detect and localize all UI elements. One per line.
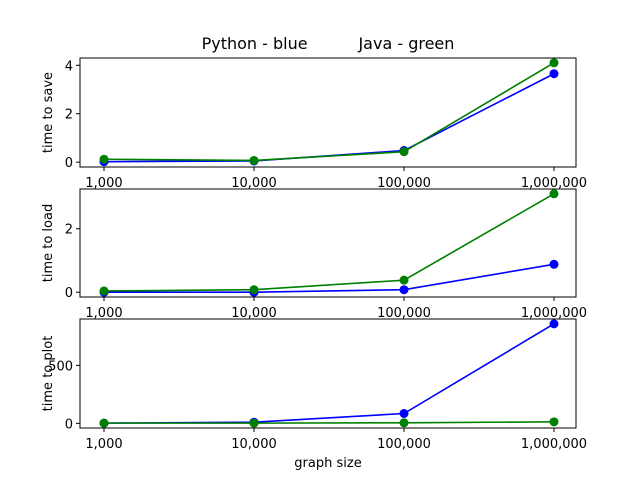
series-2-point bbox=[249, 285, 259, 295]
y-tick-label: 500 bbox=[48, 359, 73, 374]
x-tick-label: 10,000 bbox=[231, 437, 277, 452]
series-1-line bbox=[104, 263, 555, 294]
subplot-2: 0 2 1,000 10,000 100,000 1,000,000 time to loa… bbox=[41, 188, 587, 321]
chart-title: Python - blue Java - green bbox=[202, 34, 455, 53]
x-tick-label: 1,000,000 bbox=[521, 437, 587, 452]
series-2-point bbox=[399, 147, 409, 157]
y-axis-label: time to plot bbox=[41, 336, 56, 412]
subplot-1: 0 2 4 1,000 10,000 100,000 1,000,000 time to sa… bbox=[41, 57, 587, 191]
series-2-point bbox=[399, 418, 409, 428]
x-axis-label: graph size bbox=[294, 456, 361, 471]
y-tick-label: 2 bbox=[65, 108, 73, 123]
y-tick-label: 4 bbox=[65, 59, 73, 74]
x-tick-label: 100,000 bbox=[377, 306, 431, 321]
y-tick-label: 0 bbox=[65, 286, 73, 301]
series-2-point bbox=[249, 155, 259, 165]
axes-frame bbox=[79, 188, 577, 298]
series-2-point bbox=[549, 417, 559, 427]
x-tick-label: 1,000 bbox=[85, 306, 122, 321]
series-2-line bbox=[104, 421, 555, 424]
series-1-point bbox=[549, 259, 559, 269]
x-tick-label: 1,000,000 bbox=[521, 176, 587, 191]
series-1-point bbox=[549, 69, 559, 79]
x-tick-label: 10,000 bbox=[231, 176, 277, 191]
y-tick-label: 2 bbox=[65, 223, 73, 238]
x-tick-label: 1,000 bbox=[85, 176, 122, 191]
series-2-point bbox=[249, 418, 259, 428]
series-2-point bbox=[99, 286, 109, 296]
series-2-line bbox=[103, 62, 555, 162]
series-1-point bbox=[399, 409, 409, 419]
axes-frame bbox=[79, 57, 577, 168]
series-2-point bbox=[399, 275, 409, 285]
subplot-3: 0 500 1,000 10,000 100,000 1,000,000 time to p… bbox=[41, 318, 587, 452]
x-tick-label: 1,000 bbox=[85, 437, 122, 452]
series-2-point bbox=[99, 418, 109, 428]
series-1-point bbox=[399, 285, 409, 295]
y-axis-label: time to load bbox=[41, 204, 56, 282]
series-2-line bbox=[103, 193, 555, 292]
x-tick-label: 100,000 bbox=[377, 437, 431, 452]
series-2-point bbox=[549, 189, 559, 199]
x-tick-label: 1,000,000 bbox=[521, 306, 587, 321]
series-1-point bbox=[549, 319, 559, 329]
series-2-point bbox=[549, 58, 559, 68]
series-2-point bbox=[99, 154, 109, 164]
series-1-line bbox=[103, 323, 555, 424]
y-tick-label: 0 bbox=[65, 417, 73, 432]
x-tick-label: 100,000 bbox=[377, 176, 431, 191]
series-1-line bbox=[103, 73, 555, 163]
x-tick-label: 10,000 bbox=[231, 306, 277, 321]
y-tick-label: 0 bbox=[65, 156, 73, 171]
y-axis-label: time to save bbox=[41, 72, 56, 153]
axes-frame bbox=[79, 318, 577, 429]
